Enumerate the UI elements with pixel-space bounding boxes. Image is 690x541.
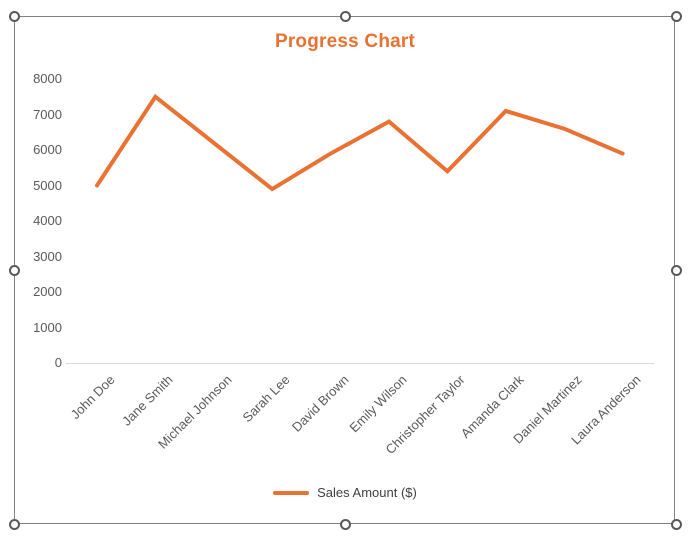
y-axis-tick-label[interactable]: 5000 [33, 177, 62, 193]
y-axis-tick-label[interactable]: 3000 [33, 248, 62, 264]
selection-handle-w[interactable] [8, 264, 20, 276]
y-axis-tick-label[interactable]: 4000 [33, 213, 62, 228]
selection-handle-e[interactable] [670, 264, 682, 276]
selection-handle-sw[interactable] [8, 518, 20, 530]
selection-handle-ne[interactable] [670, 10, 682, 22]
y-axis-tick-label[interactable]: 0 [54, 355, 62, 370]
selection-handle-s[interactable] [339, 518, 351, 530]
legend[interactable]: Sales Amount ($) [14, 484, 676, 502]
selection-handle-nw[interactable] [8, 10, 20, 22]
selection-handle-n[interactable] [339, 10, 351, 22]
y-axis-tick-label[interactable]: 8000 [33, 71, 62, 86]
y-axis-tick-label[interactable]: 6000 [33, 142, 62, 157]
series-line[interactable] [95, 93, 625, 192]
selection-handle-se[interactable] [670, 518, 682, 530]
y-axis-tick-label[interactable]: 7000 [33, 106, 62, 122]
y-axis-tick-label[interactable]: 1000 [33, 319, 62, 335]
chart-title[interactable]: Progress Chart [274, 31, 416, 52]
legend-line-swatch [273, 491, 310, 495]
y-axis-tick-label[interactable]: 2000 [33, 284, 62, 299]
legend-label: Sales Amount ($) [317, 485, 417, 500]
